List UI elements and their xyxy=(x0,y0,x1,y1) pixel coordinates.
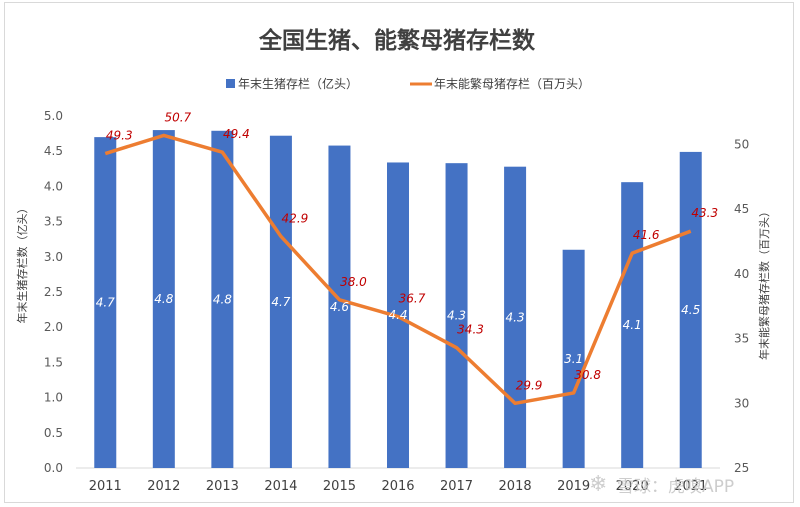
x-tick-label: 2013 xyxy=(206,479,239,494)
x-tick-label: 2021 xyxy=(674,479,707,494)
y-axis-left-ticks: 0.0 0.5 1.0 1.5 2.0 2.5 3.0 3.5 4.0 4.5 5.0 xyxy=(44,109,63,475)
x-tick-label: 2020 xyxy=(616,479,649,494)
bar-data-label: 4.8 xyxy=(154,292,173,306)
y-left-tick-label: 2.0 xyxy=(44,320,63,334)
x-tick-label: 2019 xyxy=(557,479,590,494)
line-data-label: 42.9 xyxy=(282,211,309,225)
bar xyxy=(269,135,292,468)
line-series xyxy=(104,133,692,406)
bar xyxy=(445,163,468,468)
bar xyxy=(152,130,175,468)
x-tick-label: 2011 xyxy=(89,479,122,494)
x-tick-label: 2017 xyxy=(440,479,473,494)
bar-data-label: 4.3 xyxy=(506,310,525,324)
series-line xyxy=(104,133,692,406)
x-axis-ticks: 2011 2012 2013 2014 2015 2016 2017 2018 2019 2020… xyxy=(89,479,708,494)
y-right-tick-label: 30 xyxy=(734,396,749,410)
bar-data-label: 4.3 xyxy=(447,309,466,323)
y-right-tick-label: 50 xyxy=(734,137,749,151)
legend-line-label: 年末能繁母猪存栏（百万头） xyxy=(434,76,590,91)
bar-data-label: 4.1 xyxy=(623,318,642,332)
y-left-tick-label: 3.0 xyxy=(44,250,63,264)
y-right-tick-label: 35 xyxy=(734,332,749,346)
watermark: ❄ 雪球：虎嗅APP xyxy=(589,472,734,497)
y-right-tick-label: 25 xyxy=(734,461,749,475)
x-tick-label: 2014 xyxy=(264,479,297,494)
y-left-tick-label: 1.5 xyxy=(44,355,63,369)
bar-data-label: 4.7 xyxy=(271,295,290,309)
x-tick-label: 2012 xyxy=(147,479,180,494)
y-left-tick-label: 4.0 xyxy=(44,179,63,193)
x-tick-label: 2016 xyxy=(381,479,414,494)
y-right-tick-label: 40 xyxy=(734,267,749,281)
y-left-tick-label: 1.0 xyxy=(44,391,63,405)
bar-data-label: 4.5 xyxy=(681,303,700,317)
line-data-label: 36.7 xyxy=(399,292,426,306)
y-left-tick-label: 3.5 xyxy=(44,215,63,229)
bar-data-label: 4.6 xyxy=(330,300,349,314)
watermark-logo-icon: ❄ xyxy=(589,472,607,497)
bar xyxy=(211,130,234,468)
x-tick-label: 2015 xyxy=(323,479,356,494)
bar xyxy=(621,182,644,468)
chart-title: 全国生猪、能繁母猪存栏数 xyxy=(258,27,536,54)
line-data-label: 43.3 xyxy=(691,206,718,220)
y-axis-left-label: 年末生猪存栏数（亿头） xyxy=(15,203,29,324)
line-data-label: 49.4 xyxy=(223,127,250,141)
bar-data-label: 4.4 xyxy=(388,308,407,322)
watermark-text: 雪球：虎嗅APP xyxy=(617,477,734,497)
bar xyxy=(328,145,351,468)
y-left-tick-label: 0.5 xyxy=(44,426,63,440)
legend-bar-label: 年末生猪存栏（亿头） xyxy=(238,76,358,91)
chart-frame xyxy=(4,2,794,503)
bar-data-label: 4.8 xyxy=(213,292,232,306)
y-left-tick-label: 5.0 xyxy=(44,109,63,123)
line-data-label: 30.8 xyxy=(574,368,601,382)
y-left-tick-label: 0.0 xyxy=(44,461,63,475)
bar xyxy=(504,166,527,469)
legend: 年末生猪存栏（亿头） 年末能繁母猪存栏（百万头） xyxy=(226,76,590,91)
y-left-tick-label: 2.5 xyxy=(44,285,63,299)
bar xyxy=(679,151,702,469)
bar-data-labels: 4.7 4.8 4.8 4.7 4.6 4.4 4.3 4.3 3.1 4.1 4.5 xyxy=(96,292,701,366)
bar-data-label: 4.7 xyxy=(96,296,115,310)
legend-bar-swatch xyxy=(226,79,235,88)
line-data-label: 29.9 xyxy=(516,378,543,392)
y-left-tick-label: 4.5 xyxy=(44,144,63,158)
line-data-label: 38.0 xyxy=(340,275,367,289)
bar xyxy=(562,249,585,468)
line-data-label: 50.7 xyxy=(164,110,191,124)
y-axis-right-label: 年末能繁母猪存栏数（百万头） xyxy=(757,206,771,360)
bar-data-label: 3.1 xyxy=(564,352,583,366)
y-right-tick-label: 45 xyxy=(734,202,749,216)
line-data-label: 41.6 xyxy=(633,228,660,242)
line-data-label: 34.3 xyxy=(457,323,484,337)
bar-series xyxy=(94,130,702,469)
line-data-label: 49.3 xyxy=(106,129,133,143)
bar xyxy=(94,137,117,468)
x-tick-label: 2018 xyxy=(499,479,532,494)
y-axis-right-ticks: 25 30 35 40 45 50 xyxy=(734,137,749,475)
line-data-labels: 49.3 50.7 49.4 42.9 38.0 36.7 34.3 29.9 30.8 41.6… xyxy=(106,110,718,392)
